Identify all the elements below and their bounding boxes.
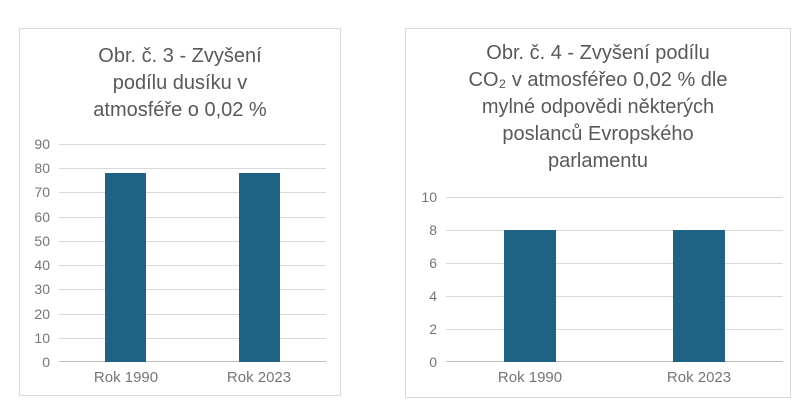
x-axis-line — [59, 361, 326, 362]
y-tick-label: 6 — [429, 255, 437, 271]
plot-area: 0 2 4 6 8 10 Rok 1990 Rok 2023 — [421, 189, 783, 386]
y-tick-label: 80 — [34, 160, 50, 176]
gridline — [59, 289, 326, 290]
gridline — [59, 144, 326, 145]
gridline — [59, 338, 326, 339]
y-tick-label: 8 — [429, 222, 437, 238]
x-category-label: Rok 2023 — [666, 369, 732, 386]
chart-title-line: Obr. č. 4 - Zvyšení podílu — [486, 42, 710, 64]
y-tick-label: 90 — [34, 136, 50, 152]
chart-title-line: poslanců Evropského — [502, 123, 694, 145]
chart-title: Obr. č. 3 - Zvyšení podílu dusíku v atmosf… — [20, 43, 340, 124]
plot-area: 0 10 20 30 40 50 60 70 80 90 Rok 1990 Rok 2023 — [34, 136, 326, 386]
y-tick-label: 50 — [34, 233, 50, 249]
chart-title: Obr. č. 4 - Zvyšení podílu CO₂ v atmosféř… — [406, 40, 790, 175]
gridline — [59, 314, 326, 315]
chart-title-line: Obr. č. 3 - Zvyšení — [98, 45, 262, 67]
y-tick-label: 10 — [34, 330, 50, 346]
gridline — [446, 296, 783, 297]
y-tick-label: 0 — [42, 354, 50, 370]
x-axis-line — [446, 361, 783, 362]
gridline — [59, 192, 326, 193]
chart-obr-3: Obr. č. 3 - Zvyšení podílu dusíku v atmosf… — [19, 28, 341, 396]
x-category-label: Rok 1990 — [497, 369, 563, 386]
gridline — [59, 168, 326, 169]
gridline — [59, 241, 326, 242]
y-tick-label: 2 — [429, 321, 437, 337]
chart-title-line: parlamentu — [547, 150, 649, 172]
gridline — [446, 329, 783, 330]
x-category-label: Rok 1990 — [93, 369, 159, 386]
gridline — [446, 263, 783, 264]
y-tick-label: 10 — [421, 189, 437, 205]
y-tick-label: 30 — [34, 281, 50, 297]
chart-title-line: mylné odpovědi některých — [481, 96, 715, 118]
chart-title-line: atmosféře o 0,02 % — [93, 99, 267, 121]
gridline — [446, 197, 783, 198]
y-tick-label: 60 — [34, 209, 50, 225]
chart-obr-4: Obr. č. 4 - Zvyšení podílu CO₂ v atmosféř… — [405, 28, 791, 398]
y-tick-label: 40 — [34, 257, 50, 273]
x-category-label: Rok 2023 — [226, 369, 292, 386]
bar-rok-2023 — [673, 230, 725, 362]
y-tick-label: 70 — [34, 184, 50, 200]
gridline — [59, 265, 326, 266]
bar-rok-1990 — [105, 173, 146, 362]
chart-title-line: CO₂ v atmosféřeo 0,02 % dle — [468, 69, 728, 91]
y-tick-label: 20 — [34, 306, 50, 322]
y-tick-label: 0 — [429, 354, 437, 370]
chart-title-line: podílu dusíku v — [112, 72, 248, 94]
bar-rok-1990 — [504, 230, 556, 362]
y-tick-label: 4 — [429, 288, 437, 304]
gridline — [59, 217, 326, 218]
gridline — [446, 230, 783, 231]
bar-rok-2023 — [239, 173, 280, 362]
